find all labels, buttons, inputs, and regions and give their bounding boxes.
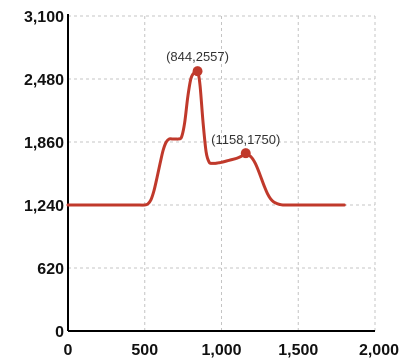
y-tick-label: 0 — [55, 324, 64, 341]
annotation-label: (1158,1750) — [211, 132, 280, 147]
annotation-label: (844,2557) — [166, 49, 229, 64]
tick-labels: 0 620 1,240 1,860 2,480 3,100 0 500 1,000 1,500 2,… — [24, 9, 399, 359]
series-line — [66, 68, 346, 207]
axes — [67, 14, 375, 332]
x-tick-label: 0 — [64, 342, 73, 359]
series-group — [66, 68, 346, 207]
y-tick-label: 1,860 — [24, 135, 64, 152]
annotations: (844,2557) (1158,1750) — [166, 49, 280, 159]
annotated-point — [192, 66, 203, 77]
y-tick-label: 3,100 — [24, 9, 64, 26]
x-tick-label: 2,000 — [359, 342, 399, 359]
annotated-point — [240, 148, 251, 159]
x-tick-label: 1,500 — [278, 342, 318, 359]
x-tick-label: 1,000 — [201, 342, 241, 359]
y-tick-label: 2,480 — [24, 72, 64, 89]
x-tick-label: 500 — [131, 342, 158, 359]
y-tick-label: 620 — [37, 261, 64, 278]
y-tick-label: 1,240 — [24, 198, 64, 215]
grid — [68, 15, 376, 331]
